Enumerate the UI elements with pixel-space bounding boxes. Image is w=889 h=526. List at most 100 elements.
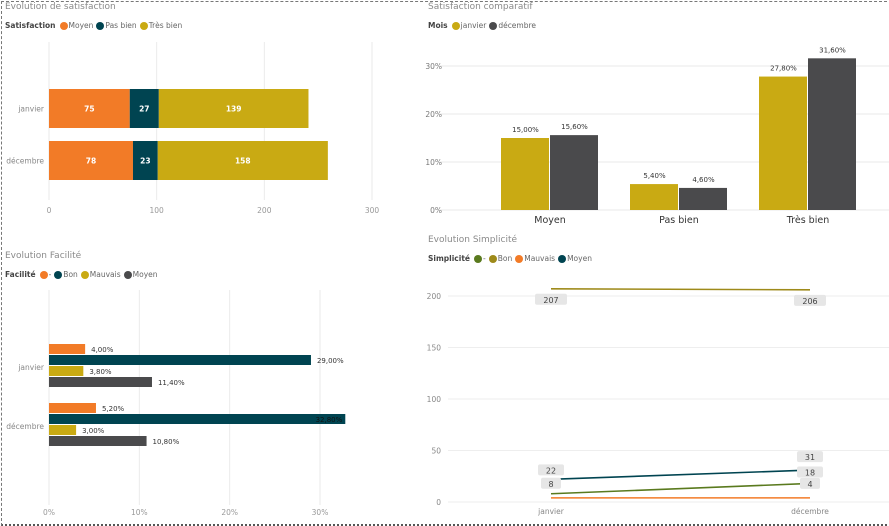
legend-dot-icon [123,270,132,279]
legend-label: Moyen [132,270,158,279]
category-label: janvier [537,507,565,516]
chart-title-comparatif: Satisfaction comparatif [428,2,533,12]
bar-segment [49,141,133,180]
legend-item[interactable]: Bon [54,270,78,279]
bar [630,184,678,210]
data-label-bg [535,293,567,305]
legend-item[interactable]: décembre [489,21,536,30]
bar [679,187,727,210]
data-label-bg [541,477,561,489]
data-label: 75 [84,105,94,114]
legend-dot-icon [80,270,89,279]
category-label: janvier [17,363,45,372]
bar [49,366,84,376]
bar-segment [132,141,158,180]
data-label: 11,40% [158,379,185,387]
data-label-bg [797,451,823,463]
legend-dot-icon [474,254,482,263]
y-tick-label: 30% [425,62,442,71]
category-label: Très bien [786,215,829,226]
category-label: janvier [17,105,45,114]
legend-item[interactable]: Pas bien [96,21,137,30]
data-label: 15,60% [561,123,588,131]
data-label: 3,80% [89,368,112,376]
data-label: 5,40% [643,172,666,180]
bar [550,135,598,210]
bar [49,344,86,354]
legend-item[interactable]: Bon [488,254,513,263]
x-tick-label: 20% [221,508,238,517]
legend-dot-icon [451,21,460,30]
data-label: 8 [548,480,553,489]
legend-item[interactable]: Mauvais [515,254,555,263]
legend-title: Satisfaction [5,21,56,30]
legend-item[interactable]: Moyen [123,270,158,279]
legend-label: Très bien [148,21,183,30]
data-label: 4 [807,480,812,489]
legend-label: Moyen [68,21,94,30]
data-label: 206 [802,297,817,306]
series-line [550,469,811,481]
data-label: 31,60% [819,46,846,54]
legend-item[interactable]: Très bien [139,21,183,30]
bar-segment [129,89,159,128]
data-label: 5,20% [102,405,125,413]
y-tick-label: 0% [430,206,442,215]
legend-dot-icon [488,254,497,263]
category-label: décembre [6,157,44,166]
legend-dot-icon [558,254,567,263]
y-tick-label: 50 [431,447,441,456]
legend-satisfaction: Satisfaction Moyen Pas bien Très bien [5,21,185,30]
chart-title-satisfaction: Evolution de satisfaction [5,2,116,12]
x-tick-label: 0 [47,206,52,215]
data-label: 10,80% [153,438,180,446]
legend-label: Bon [63,270,78,279]
bar [501,138,549,210]
data-label: 139 [226,105,242,114]
category-label: décembre [791,507,829,516]
legend-title: Mois [428,21,448,30]
bar [49,436,147,446]
legend-label: décembre [498,21,537,30]
chart-title-simplicite: Evolution Simplicité [428,235,518,245]
legend-item[interactable]: Mauvais [80,270,121,279]
legend-label: Mauvais [524,254,556,263]
legend-dot-icon [139,21,148,30]
data-label: 27 [139,105,149,114]
bar-segment [158,89,309,128]
y-tick-label: 10% [425,158,442,167]
legend-item[interactable]: janvier [451,21,486,30]
data-label: 23 [140,157,150,166]
y-tick-label: 100 [427,395,442,404]
legend-label: Bon [497,254,513,263]
y-tick-label: 150 [427,344,442,353]
data-label: 4,00% [91,346,114,354]
bar [49,403,96,413]
data-label: 18 [805,468,815,477]
data-label: 207 [543,296,558,305]
data-label: 158 [235,157,251,166]
y-tick-label: 20% [425,110,442,119]
legend-dot-icon [39,270,48,279]
bar [49,414,346,424]
bar-segment [157,141,328,180]
bar [808,58,856,210]
data-label: 15,00% [512,126,539,134]
bar [49,425,77,435]
legend-simplicite: Simplicité - Bon Mauvais Moyen [428,254,595,263]
legend-item[interactable]: - [474,254,486,263]
data-label: 29,00% [317,357,344,365]
data-label: 31 [805,453,815,462]
legend-item[interactable]: Moyen [59,21,94,30]
x-tick-label: 300 [365,206,380,215]
legend-dot-icon [54,270,63,279]
data-label: 32,80% [316,416,343,424]
data-label: 3,00% [82,427,105,435]
legend-item[interactable]: - [39,270,51,279]
x-tick-label: 30% [312,508,329,517]
x-tick-label: 200 [257,206,272,215]
legend-item[interactable]: Moyen [558,254,592,263]
legend-label: - [483,254,486,263]
